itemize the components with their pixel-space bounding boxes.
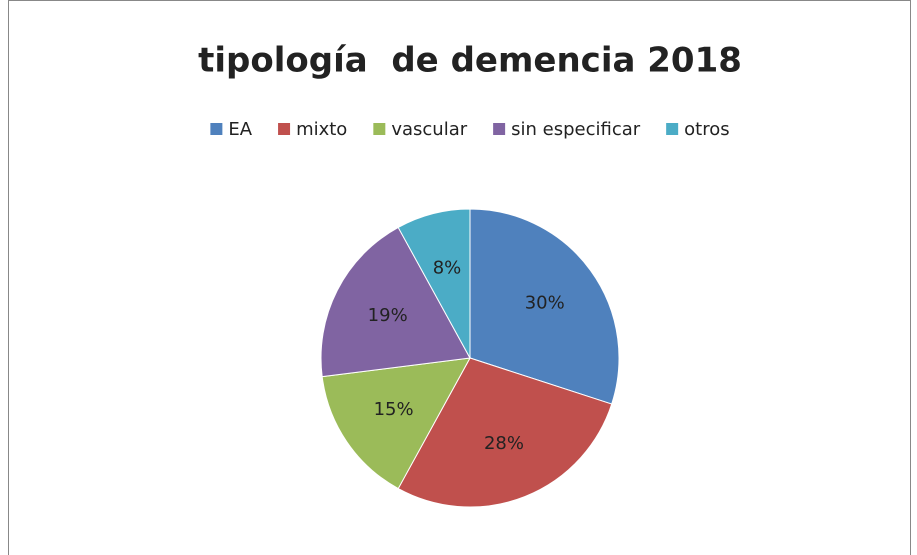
legend-swatch — [666, 123, 679, 135]
legend-swatch — [278, 123, 291, 135]
pie-slice — [469, 208, 620, 405]
legend-swatch — [493, 123, 506, 135]
legend-label: vascular — [391, 119, 467, 140]
pie-slice — [397, 208, 471, 359]
pie-slice — [320, 226, 471, 378]
chart-title: tipología de demencia 2018 — [198, 41, 742, 81]
data-label: 30% — [525, 293, 565, 314]
data-label: 8% — [433, 258, 462, 279]
legend-label: sin especificar — [511, 119, 641, 140]
legend-swatch — [373, 123, 386, 135]
legend-label: mixto — [296, 119, 347, 140]
data-label: 28% — [484, 433, 524, 454]
legend-swatch — [210, 123, 223, 135]
legend-label: otros — [684, 119, 729, 140]
data-label: 15% — [374, 399, 414, 420]
pie-slice — [397, 357, 613, 508]
data-label: 19% — [368, 305, 408, 326]
pie-slice — [321, 357, 471, 490]
legend-label: EA — [228, 119, 252, 140]
